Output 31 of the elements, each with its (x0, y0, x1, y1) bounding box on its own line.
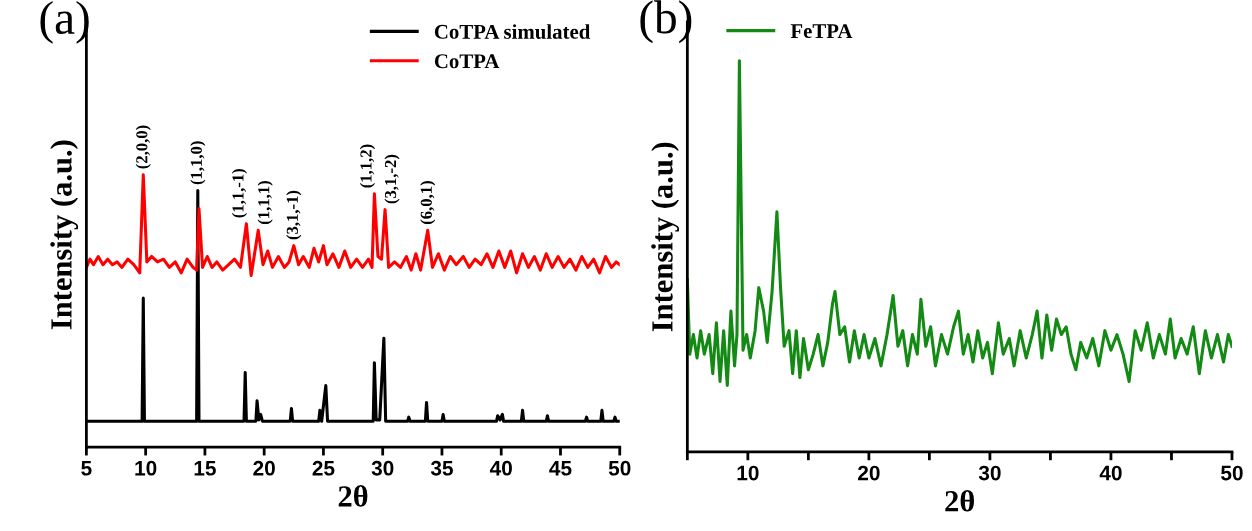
legend-label: FeTPA (790, 24, 853, 39)
x-tick-label: 40 (1099, 465, 1122, 481)
annotation: (1,1,1) (257, 181, 273, 225)
x-tick-label: 15 (194, 461, 216, 476)
x-tick-label: 50 (1221, 465, 1243, 481)
x-tick-label: 10 (135, 460, 157, 476)
x-axis-title: 2θ (945, 489, 974, 512)
y-axis-title: Intensity (a.u.) (50, 140, 79, 330)
annotation: (1,1,-1) (231, 169, 248, 218)
annotation: (1,1,0) (190, 141, 206, 185)
text: (b) (640, 0, 692, 44)
x-tick-label: 25 (312, 460, 335, 476)
legend-label: CoTPA simulated (434, 24, 591, 39)
x-tick-label: 30 (371, 460, 394, 476)
x-tick-label: 20 (253, 460, 275, 476)
y-axis-title: Intensity (a.u.) (651, 142, 680, 332)
annotation: (3,1,-2) (384, 154, 400, 204)
x-tick-label: 20 (858, 465, 880, 481)
x-tick-label: 45 (549, 461, 572, 476)
x-tick-label: 50 (608, 460, 631, 476)
x-tick-label: 10 (737, 465, 759, 481)
x-tick-label: 40 (489, 460, 512, 476)
legend-label: CoTPA (434, 54, 500, 69)
annotation: (3,1,-1) (286, 190, 302, 240)
annotation: (6,0,1) (420, 181, 436, 225)
x-tick-label: 35 (430, 460, 453, 476)
x-tick-label: 30 (978, 465, 1001, 481)
annotation: (1,1,2) (359, 144, 376, 188)
x-tick-label: 5 (81, 461, 92, 476)
annotation: (2,0,0) (135, 125, 151, 169)
x-axis-title: 2θ (338, 485, 368, 507)
